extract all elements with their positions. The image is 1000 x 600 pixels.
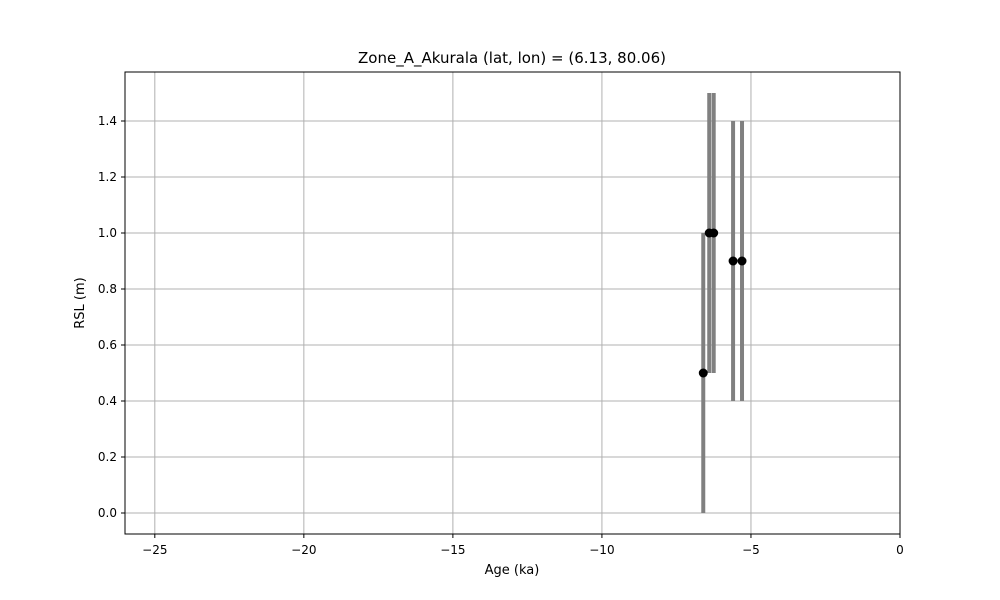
y-tick-label: 0.6	[98, 338, 117, 352]
y-tick-label: 0.0	[98, 506, 117, 520]
x-tick-label: −15	[440, 543, 465, 557]
error-bars	[701, 93, 745, 513]
y-tick-label: 0.8	[98, 282, 117, 296]
data-points	[698, 228, 747, 378]
y-axis-ticks: 0.0 0.2 0.4 0.6 0.8 1.0 1.2 1.4	[98, 114, 125, 520]
x-tick-label: −25	[142, 543, 167, 557]
x-tick-label: −5	[742, 543, 760, 557]
rsl-data-point	[709, 228, 719, 238]
y-tick-label: 1.4	[98, 114, 117, 128]
rsl-data-point	[728, 256, 738, 266]
y-tick-label: 1.0	[98, 226, 117, 240]
chart-title: Zone_A_Akurala (lat, lon) = (6.13, 80.06…	[358, 49, 666, 68]
x-tick-label: −20	[291, 543, 316, 557]
grid-lines	[125, 72, 901, 534]
y-tick-label: 0.4	[98, 394, 117, 408]
y-tick-label: 1.2	[98, 170, 117, 184]
x-tick-label: −10	[589, 543, 614, 557]
rsl-data-point	[698, 368, 708, 378]
x-axis-label: Age (ka)	[485, 563, 540, 578]
x-tick-label: 0	[896, 543, 904, 557]
rsl-data-point	[737, 256, 747, 266]
y-tick-label: 0.2	[98, 450, 117, 464]
y-axis-label: RSL (m)	[73, 277, 88, 328]
x-axis-ticks: −25 −20 −15 −10 −5 0	[142, 534, 904, 557]
plot-frame	[124, 71, 901, 535]
